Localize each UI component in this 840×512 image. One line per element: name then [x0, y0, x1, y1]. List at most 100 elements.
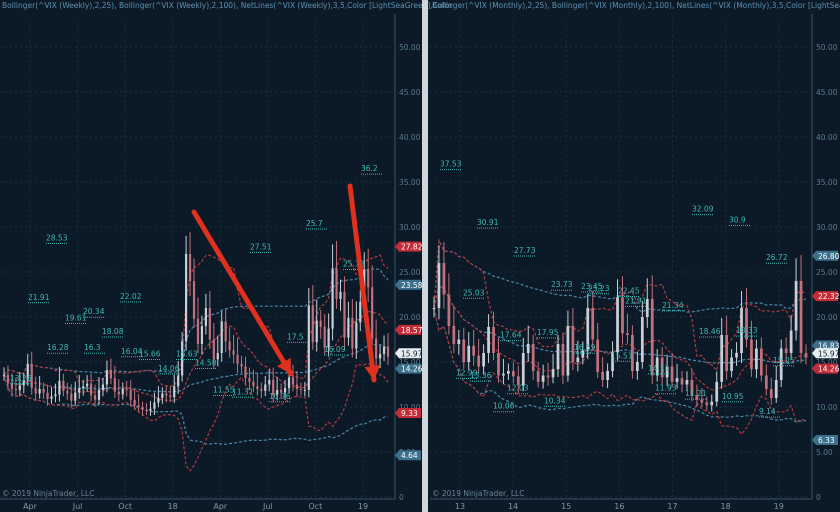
candle-body — [378, 353, 382, 359]
candle-body — [208, 308, 211, 340]
candle-body — [307, 305, 310, 390]
candle-body — [248, 378, 251, 382]
candle-body — [531, 344, 535, 371]
candle-body — [566, 326, 570, 376]
netline-value-label: 30.9 — [729, 215, 746, 224]
candle-body — [740, 308, 743, 353]
candle-body — [347, 317, 350, 338]
price-badge — [395, 324, 421, 335]
price-badge — [395, 279, 421, 290]
price-badge — [812, 363, 838, 374]
candle-body — [561, 344, 565, 376]
y-tick-label: 40.00 — [816, 133, 838, 142]
bollinger-long-mid — [433, 284, 807, 365]
candle-body — [129, 389, 132, 400]
candle-body — [745, 308, 748, 340]
price-badge-label: 23.58 — [401, 281, 423, 290]
x-tick-label: 13 — [455, 502, 465, 511]
candle-body — [492, 326, 495, 353]
netline-value-label: 11.21 — [685, 389, 707, 398]
x-tick-label: 19 — [358, 502, 368, 511]
candle-body — [601, 371, 605, 380]
candle-body — [784, 348, 788, 353]
y-tick-label: 50.00 — [816, 43, 838, 52]
candle-body — [769, 389, 773, 398]
candle-body — [764, 375, 768, 389]
netline-value-label: 21.91 — [28, 293, 50, 302]
netline-value-label: 13.26 — [10, 374, 32, 383]
candle-body — [794, 281, 798, 331]
y-tick-label: 20.00 — [399, 313, 421, 322]
netline-value-label: 16.28 — [47, 343, 69, 352]
candle-body — [355, 322, 358, 349]
candle-body — [181, 341, 184, 376]
candle-body — [735, 353, 738, 358]
candle-body — [536, 371, 540, 382]
netline-value-label: 10.76 — [269, 392, 291, 401]
candle-body — [755, 348, 758, 370]
price-badge — [395, 363, 421, 374]
candle-body — [252, 381, 255, 387]
candle-body — [631, 335, 634, 371]
bollinger-short-mid — [3, 310, 389, 402]
bollinger-long-lower — [433, 307, 807, 423]
netline-value-label: 18.08 — [102, 327, 124, 336]
candle-body — [695, 395, 699, 400]
x-tick-label: Oct — [308, 502, 322, 511]
netline-value-label: 28.53 — [46, 233, 68, 242]
candle-body — [591, 308, 595, 340]
candle-body — [611, 352, 614, 371]
netline-value-label: 10.34 — [544, 396, 566, 405]
price-badge-label: 4.64 — [401, 451, 418, 460]
netline-value-label: 17.5 — [287, 332, 304, 341]
price-badge-label: 26.80 — [818, 252, 840, 261]
candle-body — [386, 346, 390, 357]
candle-body — [670, 366, 674, 382]
candle-body — [640, 317, 644, 362]
candle-body — [54, 394, 57, 397]
netline-value-label: 11.93 — [655, 384, 677, 393]
candle-body — [38, 389, 41, 394]
netline-value-label: 25.03 — [463, 288, 485, 297]
candle-body — [22, 380, 25, 386]
candle-body — [58, 380, 61, 395]
monthly-chart-panel[interactable]: 0 5.00 10.00 15.00 20.00 25.00 30.00 35.00 40.00… — [430, 1, 840, 511]
candle-body — [224, 321, 227, 342]
netline-value-label: 36.2 — [361, 164, 378, 173]
candle-body — [311, 305, 314, 343]
x-tick-label: 19 — [774, 502, 784, 511]
candle-body — [188, 254, 192, 281]
candle-body — [367, 269, 370, 288]
panel-divider[interactable] — [422, 0, 428, 512]
candle-body — [280, 389, 283, 393]
candle-body — [556, 344, 560, 370]
candle-body — [799, 281, 803, 353]
candle-body — [685, 380, 689, 385]
candle-body — [93, 395, 97, 400]
candle-body — [86, 383, 89, 387]
candle-body — [323, 326, 326, 348]
candle-body — [382, 346, 386, 354]
candle-body — [635, 362, 639, 371]
candle-body — [236, 354, 239, 364]
chart-title: Bollinger(^VIX (Weekly),2,25), Bollinger… — [2, 1, 453, 10]
weekly-chart-panel[interactable]: 05.0010.0015.0020.0025.0030.0035.0040.00… — [0, 1, 453, 511]
candle-body — [303, 389, 306, 391]
candle-body — [117, 391, 120, 395]
candle-body — [165, 393, 168, 396]
netline-value-label: 10.06 — [493, 402, 515, 411]
candle-body — [462, 339, 466, 362]
candle-body — [149, 408, 152, 411]
candle-body — [359, 301, 362, 323]
netline-value-label: 30.91 — [477, 218, 499, 227]
candle-body — [157, 398, 160, 403]
y-tick-label: 35.00 — [816, 178, 838, 187]
candle-body — [497, 353, 500, 376]
candle-body — [295, 384, 299, 389]
candle-body — [526, 344, 530, 353]
candle-body — [137, 405, 140, 407]
candle-body — [482, 353, 485, 367]
candle-body — [2, 374, 6, 376]
candle-body — [204, 308, 207, 326]
candle-body — [89, 383, 93, 396]
